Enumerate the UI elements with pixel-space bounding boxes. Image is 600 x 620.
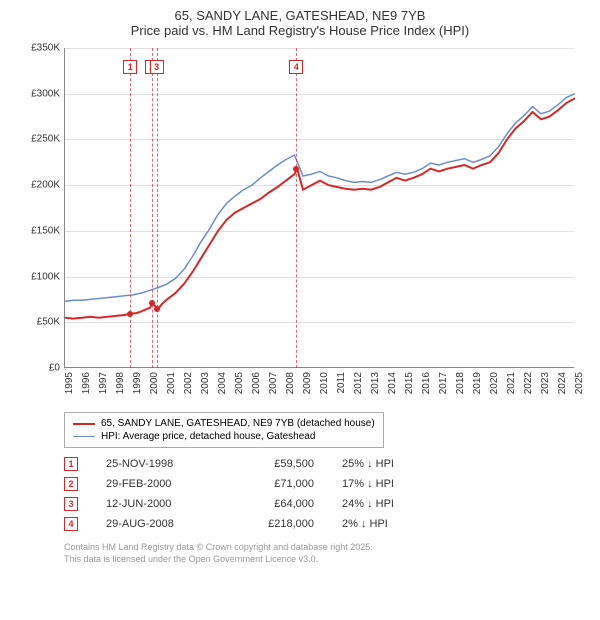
x-tick-label: 1996 bbox=[81, 372, 92, 394]
sale-diff: 17% ↓ HPI bbox=[342, 478, 432, 490]
sale-row: 2 29-FEB-2000 £71,000 17% ↓ HPI bbox=[64, 474, 590, 494]
marker-dot bbox=[154, 306, 160, 312]
sale-diff: 25% ↓ HPI bbox=[342, 458, 432, 470]
legend-item: 65, SANDY LANE, GATESHEAD, NE9 7YB (deta… bbox=[73, 417, 375, 430]
marker-vline bbox=[152, 48, 153, 368]
legend-swatch bbox=[73, 436, 95, 438]
marker-number: 3 bbox=[150, 60, 164, 74]
chart-title: 65, SANDY LANE, GATESHEAD, NE9 7YB Price… bbox=[10, 8, 590, 38]
x-tick-label: 2010 bbox=[319, 372, 330, 394]
y-tick-label: £50K bbox=[20, 317, 64, 328]
marker-vline bbox=[296, 48, 297, 368]
sale-number-badge: 2 bbox=[64, 477, 78, 491]
x-tick-label: 2020 bbox=[489, 372, 500, 394]
x-tick-label: 2019 bbox=[472, 372, 483, 394]
y-tick-label: £250K bbox=[20, 134, 64, 145]
x-tick-label: 2018 bbox=[455, 372, 466, 394]
x-tick-label: 1997 bbox=[98, 372, 109, 394]
chart-area: £0 £50K £100K £150K £200K £250K £300K £350K 199… bbox=[20, 44, 580, 404]
x-tick-label: 2023 bbox=[540, 372, 551, 394]
x-tick-label: 2014 bbox=[387, 372, 398, 394]
sale-number-badge: 3 bbox=[64, 497, 78, 511]
sale-price: £218,000 bbox=[234, 518, 314, 530]
marker-dot bbox=[293, 166, 299, 172]
x-tick-label: 2021 bbox=[506, 372, 517, 394]
sales-table: 1 25-NOV-1998 £59,500 25% ↓ HPI 2 29-FEB-2000… bbox=[64, 454, 590, 534]
y-tick-label: £100K bbox=[20, 271, 64, 282]
x-tick-label: 2005 bbox=[234, 372, 245, 394]
x-tick-label: 2003 bbox=[200, 372, 211, 394]
x-tick-label: 2024 bbox=[557, 372, 568, 394]
y-tick-label: £150K bbox=[20, 225, 64, 236]
sale-price: £59,500 bbox=[234, 458, 314, 470]
sale-row: 4 29-AUG-2008 £218,000 2% ↓ HPI bbox=[64, 514, 590, 534]
x-tick-label: 2025 bbox=[574, 372, 585, 394]
y-tick-label: £350K bbox=[20, 43, 64, 54]
x-tick-label: 2001 bbox=[166, 372, 177, 394]
x-tick-label: 2016 bbox=[421, 372, 432, 394]
sale-diff: 24% ↓ HPI bbox=[342, 498, 432, 510]
marker-dot bbox=[149, 300, 155, 306]
marker-vline bbox=[130, 48, 131, 368]
x-tick-label: 1999 bbox=[132, 372, 143, 394]
x-tick-label: 2013 bbox=[370, 372, 381, 394]
marker-number: 4 bbox=[289, 60, 303, 74]
sale-date: 25-NOV-1998 bbox=[106, 458, 206, 470]
x-tick-label: 2011 bbox=[336, 372, 347, 394]
sale-diff: 2% ↓ HPI bbox=[342, 518, 432, 530]
footer: Contains HM Land Registry data © Crown c… bbox=[64, 542, 590, 565]
x-tick-label: 2002 bbox=[183, 372, 194, 394]
y-tick-label: £200K bbox=[20, 180, 64, 191]
sale-date: 29-AUG-2008 bbox=[106, 518, 206, 530]
title-line-2: Price paid vs. HM Land Registry's House … bbox=[10, 23, 590, 38]
x-tick-label: 2015 bbox=[404, 372, 415, 394]
sale-number-badge: 1 bbox=[64, 457, 78, 471]
legend: 65, SANDY LANE, GATESHEAD, NE9 7YB (deta… bbox=[64, 412, 384, 448]
legend-swatch bbox=[73, 423, 95, 425]
x-tick-label: 1998 bbox=[115, 372, 126, 394]
sale-row: 3 12-JUN-2000 £64,000 24% ↓ HPI bbox=[64, 494, 590, 514]
x-tick-label: 1995 bbox=[64, 372, 75, 394]
sale-date: 29-FEB-2000 bbox=[106, 478, 206, 490]
marker-number: 1 bbox=[123, 60, 137, 74]
marker-dot bbox=[127, 311, 133, 317]
x-tick-label: 2000 bbox=[149, 372, 160, 394]
series-hpi bbox=[65, 94, 575, 302]
x-tick-label: 2012 bbox=[353, 372, 364, 394]
footer-line-1: Contains HM Land Registry data © Crown c… bbox=[64, 542, 590, 554]
x-tick-label: 2007 bbox=[268, 372, 279, 394]
sale-row: 1 25-NOV-1998 £59,500 25% ↓ HPI bbox=[64, 454, 590, 474]
title-line-1: 65, SANDY LANE, GATESHEAD, NE9 7YB bbox=[10, 8, 590, 23]
series-price_paid bbox=[65, 98, 575, 318]
sale-price: £71,000 bbox=[234, 478, 314, 490]
legend-item: HPI: Average price, detached house, Gate… bbox=[73, 430, 375, 443]
marker-vline bbox=[157, 48, 158, 368]
y-tick-label: £0 bbox=[20, 363, 64, 374]
sale-date: 12-JUN-2000 bbox=[106, 498, 206, 510]
sale-number-badge: 4 bbox=[64, 517, 78, 531]
x-tick-label: 2022 bbox=[523, 372, 534, 394]
plot bbox=[64, 48, 574, 368]
x-tick-label: 2004 bbox=[217, 372, 228, 394]
x-tick-label: 2009 bbox=[302, 372, 313, 394]
legend-label: 65, SANDY LANE, GATESHEAD, NE9 7YB (deta… bbox=[101, 418, 375, 429]
sale-price: £64,000 bbox=[234, 498, 314, 510]
legend-label: HPI: Average price, detached house, Gate… bbox=[101, 431, 315, 442]
x-tick-label: 2008 bbox=[285, 372, 296, 394]
y-tick-label: £300K bbox=[20, 88, 64, 99]
footer-line-2: This data is licensed under the Open Gov… bbox=[64, 554, 590, 566]
x-tick-label: 2006 bbox=[251, 372, 262, 394]
x-tick-label: 2017 bbox=[438, 372, 449, 394]
